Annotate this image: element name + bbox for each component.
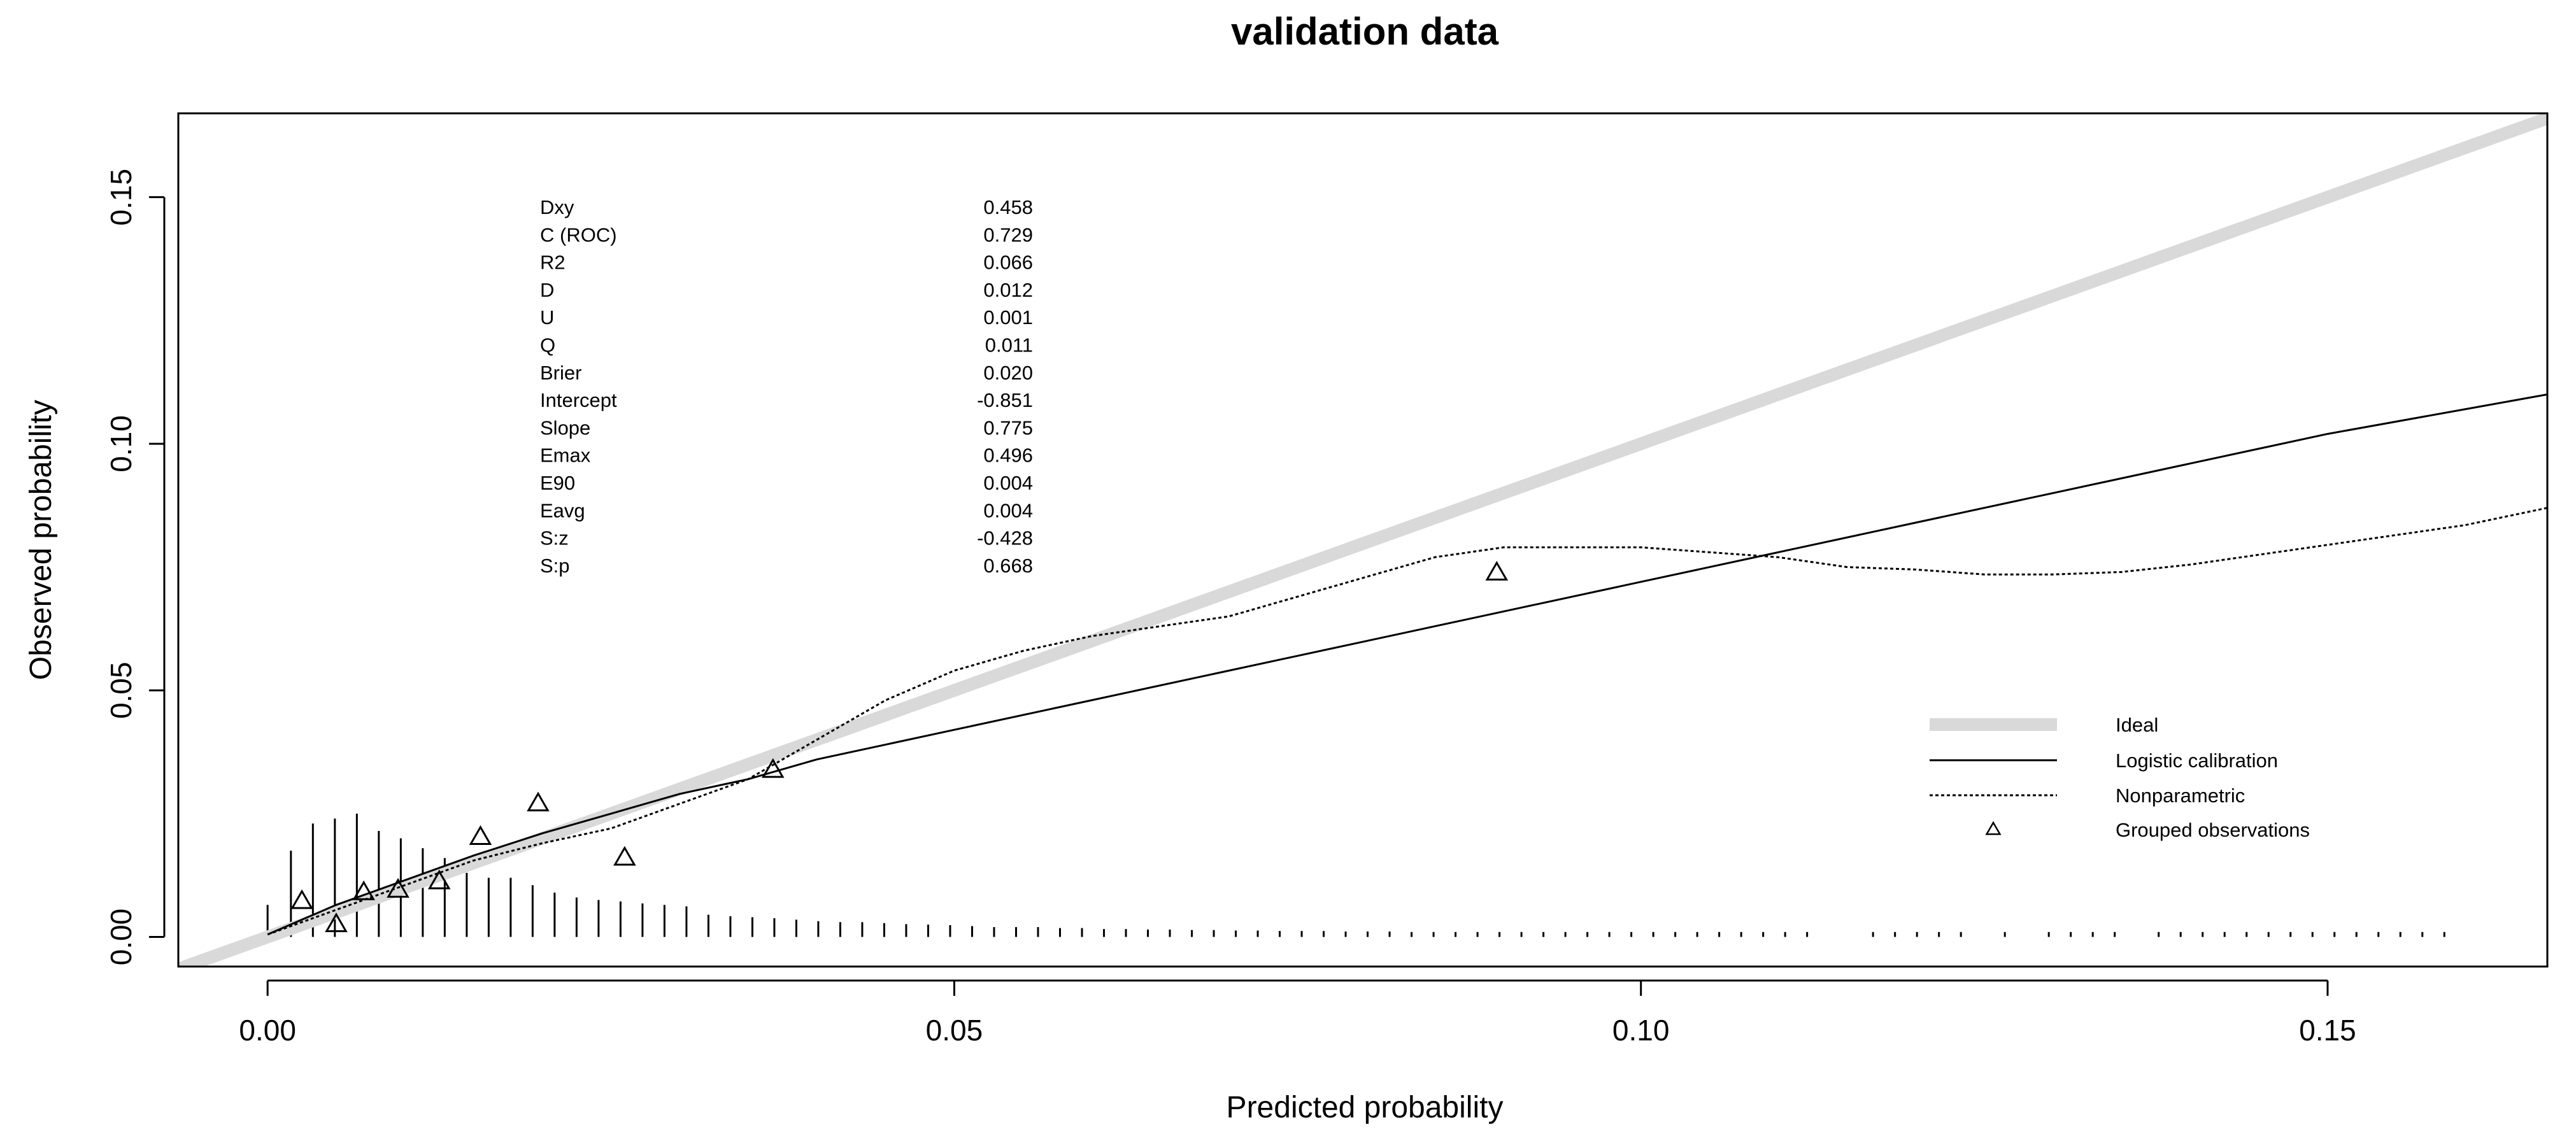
chart-title: validation data — [1231, 10, 1499, 53]
legend-entry-label: Grouped observations — [2116, 819, 2310, 841]
y-tick-label: 0.10 — [104, 415, 138, 472]
stat-value: 0.004 — [983, 472, 1033, 494]
rug-layer — [266, 813, 2445, 937]
grouped-observation-point — [761, 758, 785, 778]
stat-value: 0.001 — [983, 306, 1033, 329]
stat-value: 0.668 — [983, 555, 1033, 577]
grouped-observation-point — [469, 825, 492, 845]
grouped-observation-point — [290, 889, 313, 909]
legend-entry-label: Ideal — [2116, 714, 2158, 736]
legend-entry-label: Logistic calibration — [2116, 749, 2278, 772]
stat-label: D — [540, 279, 554, 301]
stat-label: S:p — [540, 555, 570, 577]
stat-value: 0.066 — [983, 252, 1033, 274]
plot-frame — [177, 112, 2549, 968]
x-axis-label: Predicted probability — [1227, 1091, 1504, 1124]
y-tick-label: 0.15 — [104, 169, 138, 226]
stat-label: U — [540, 306, 554, 329]
stat-value: 0.496 — [983, 444, 1033, 467]
stat-value: 0.020 — [983, 362, 1033, 384]
stat-label: Slope — [540, 416, 590, 439]
grouped-observation-point — [352, 880, 375, 900]
stat-label: E90 — [540, 472, 575, 494]
stat-value: -0.428 — [977, 527, 1033, 549]
stats-block: Dxy 0.458 C (ROC) 0.729 R2 0.066 D 0.012 U 0.001 Q… — [540, 196, 1033, 577]
grouped-observation-point — [387, 877, 409, 898]
stat-value: 0.775 — [983, 416, 1033, 439]
x-tick-label: 0.15 — [2299, 1014, 2356, 1047]
stat-label: R2 — [540, 252, 566, 274]
stat-label: S:z — [540, 527, 569, 549]
stat-label: Emax — [540, 444, 591, 467]
series-layer — [178, 113, 2547, 967]
stat-label: Dxy — [540, 196, 574, 218]
series-line-logistic-calibration — [267, 393, 2547, 936]
grouped-observation-point — [527, 791, 550, 812]
grouped-observation-point — [325, 912, 348, 933]
legend-swatch-grouped — [1985, 821, 2002, 835]
grouped-observation-point — [1485, 560, 1509, 581]
stat-label: Q — [540, 334, 555, 357]
y-tick-label: 0.00 — [104, 909, 138, 966]
grouped-observation-point — [427, 869, 451, 889]
x-tick-label: 0.10 — [1612, 1014, 1670, 1047]
series-line-nonparametric — [267, 507, 2547, 936]
stat-value: 0.011 — [985, 334, 1033, 357]
y-axis: 0.00 0.05 0.10 0.15 — [104, 169, 166, 966]
legend-entry-label: Nonparametric — [2116, 784, 2245, 807]
grouped-observations-layer — [290, 560, 1509, 933]
stat-value: 0.012 — [983, 279, 1033, 301]
stat-label: Brier — [540, 362, 581, 384]
stat-value: -0.851 — [977, 389, 1033, 411]
legend: Ideal Logistic calibration Nonparametric Gr… — [1930, 714, 2310, 841]
grouped-observation-point — [613, 846, 636, 866]
stat-label: C (ROC) — [540, 223, 617, 246]
x-tick-label: 0.05 — [926, 1014, 983, 1047]
stat-value: 0.729 — [983, 223, 1033, 246]
y-tick-label: 0.05 — [104, 662, 138, 719]
series-line-ideal — [178, 113, 2547, 967]
stat-value: 0.458 — [983, 196, 1033, 218]
x-axis: 0.00 0.05 0.10 0.15 — [239, 979, 2356, 1047]
y-axis-label: Observed probability — [24, 400, 58, 680]
x-tick-label: 0.00 — [239, 1014, 296, 1047]
stat-label: Intercept — [540, 389, 617, 411]
stat-value: 0.004 — [983, 499, 1033, 521]
stat-label: Eavg — [540, 499, 585, 521]
